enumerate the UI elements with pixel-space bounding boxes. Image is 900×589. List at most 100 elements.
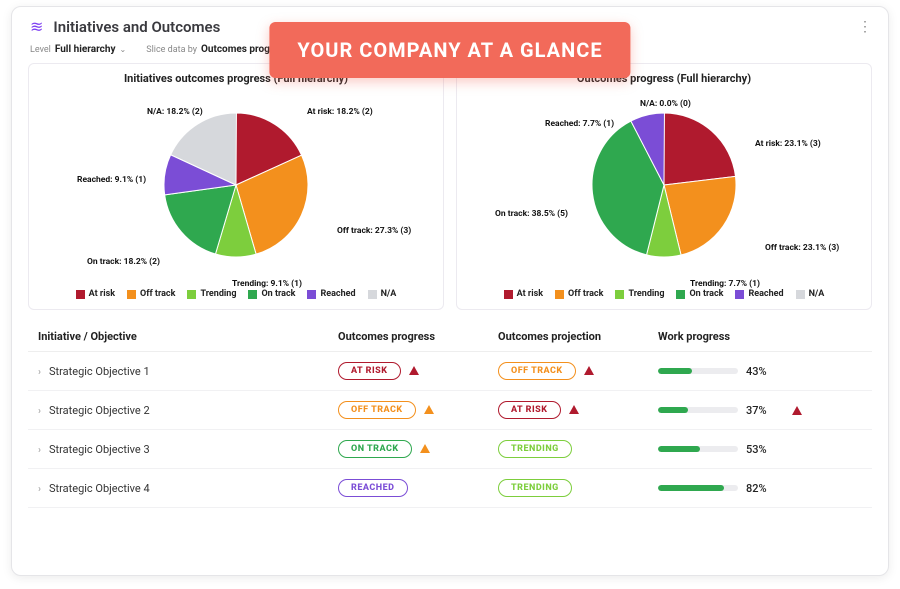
slice-label-trending: Trending: 7.7% (1) — [690, 279, 760, 289]
table-row: › Strategic Objective 4 REACHED TRENDING 82% — [28, 469, 872, 508]
outcomes-progress-pill[interactable]: REACHED — [338, 479, 408, 497]
objectives-table: Initiative / Objective Outcomes progress… — [28, 322, 872, 508]
col-header-progress: Outcomes progress — [338, 330, 498, 343]
level-filter-label: Level — [30, 45, 51, 55]
progress-percent: 43% — [746, 365, 776, 378]
outcomes-progress-pill[interactable]: OFF TRACK — [338, 401, 416, 419]
chart-legend: At risk Off track Trending On track Reached N… — [465, 289, 863, 299]
objective-name[interactable]: Strategic Objective 3 — [49, 443, 150, 456]
row-name-cell: › Strategic Objective 2 — [38, 404, 338, 417]
level-filter[interactable]: Level Full hierarchy ⌄ — [30, 44, 126, 55]
outcomes-projection-cell: TRENDING — [498, 440, 658, 458]
legend-swatch — [307, 290, 316, 299]
legend-label: Trending — [200, 289, 236, 299]
outcomes-progress-cell: REACHED — [338, 479, 498, 497]
col-header-work: Work progress — [658, 330, 862, 343]
legend-label: At risk — [89, 289, 115, 299]
legend-label: On track — [261, 289, 295, 299]
legend-item-on_track[interactable]: On track — [248, 289, 295, 299]
promo-banner: YOUR COMPANY AT A GLANCE — [269, 22, 630, 78]
legend-swatch — [76, 290, 85, 299]
progress-bar — [658, 368, 738, 374]
legend-label: At risk — [517, 289, 543, 299]
progress-percent: 53% — [746, 443, 776, 456]
table-row: ›Strategic Objective 2OFF TRACKAT RISK37… — [28, 391, 872, 430]
expand-icon[interactable]: › — [38, 367, 41, 378]
outcomes-progress-pill[interactable]: AT RISK — [338, 362, 401, 380]
legend-label: N/A — [809, 289, 825, 299]
legend-item-off_track[interactable]: Off track — [555, 289, 603, 299]
row-name-cell: › Strategic Objective 1 — [38, 365, 338, 378]
legend-label: Reached — [748, 289, 783, 299]
progress-fill — [658, 368, 692, 374]
warning-icon — [584, 366, 594, 375]
objective-name[interactable]: Strategic Objective 1 — [49, 365, 150, 378]
legend-label: Off track — [568, 289, 603, 299]
slice-label-off_track: Off track: 23.1% (3) — [765, 243, 839, 253]
chevron-down-icon: ⌄ — [120, 45, 127, 54]
outcomes-projection-pill[interactable]: TRENDING — [498, 440, 572, 458]
row-name-cell: › Strategic Objective 3 — [38, 443, 338, 456]
legend-item-on_track[interactable]: On track — [676, 289, 723, 299]
progress-fill — [658, 446, 700, 452]
progress-bar — [658, 407, 738, 413]
outcomes-projection-cell: AT RISK — [498, 401, 658, 419]
legend-swatch — [615, 290, 624, 299]
slice-label-reached: Reached: 7.7% (1) — [545, 119, 614, 129]
slice-label-na: N/A: 0.0% (0) — [640, 99, 691, 109]
outcomes-progress-cell: ON TRACK — [338, 440, 498, 458]
legend-swatch — [555, 290, 564, 299]
outcomes-projection-cell: TRENDING — [498, 479, 658, 497]
progress-percent: 82% — [746, 482, 776, 495]
pie-slice-at_risk[interactable] — [664, 113, 735, 185]
table-row: › Strategic Objective 1 AT RISK OFF TRACK 43… — [28, 352, 872, 391]
outcomes-projection-cell: OFF TRACK — [498, 362, 658, 380]
table-row: › Strategic Objective 3 ON TRACK TRENDING 53… — [28, 430, 872, 469]
objective-name[interactable]: Strategic Objective 2 — [49, 404, 150, 417]
chart-initiatives: Initiatives outcomes progress (Full hier… — [28, 63, 444, 310]
legend-item-na[interactable]: N/A — [796, 289, 825, 299]
expand-icon[interactable]: › — [38, 406, 41, 417]
slice-label-at_risk: At risk: 18.2% (2) — [307, 107, 373, 117]
outcomes-progress-cell: OFF TRACK — [338, 401, 498, 419]
chart-legend: At risk Off track Trending On track Reached N… — [37, 289, 435, 299]
col-header-projection: Outcomes projection — [498, 330, 658, 343]
progress-fill — [658, 407, 688, 413]
legend-swatch — [127, 290, 136, 299]
outcomes-projection-pill[interactable]: AT RISK — [498, 401, 561, 419]
legend-item-at_risk[interactable]: At risk — [76, 289, 115, 299]
slice-label-at_risk: At risk: 23.1% (3) — [755, 139, 821, 149]
legend-item-na[interactable]: N/A — [368, 289, 397, 299]
expand-icon[interactable]: › — [38, 445, 41, 456]
outcomes-projection-pill[interactable]: OFF TRACK — [498, 362, 576, 380]
legend-item-reached[interactable]: Reached — [735, 289, 783, 299]
legend-swatch — [504, 290, 513, 299]
legend-item-trending[interactable]: Trending — [615, 289, 664, 299]
warning-icon — [409, 366, 419, 375]
legend-item-off_track[interactable]: Off track — [127, 289, 175, 299]
legend-label: On track — [689, 289, 723, 299]
more-menu-icon[interactable]: ⋮ — [858, 19, 872, 35]
expand-icon[interactable]: › — [38, 484, 41, 495]
work-progress-cell: 43% — [658, 365, 862, 378]
slice-filter-label: Slice data by — [146, 45, 197, 55]
legend-swatch — [187, 290, 196, 299]
slice-label-on_track: On track: 18.2% (2) — [87, 257, 160, 267]
progress-bar — [658, 446, 738, 452]
logo-icon: ≋ — [30, 17, 43, 36]
legend-item-reached[interactable]: Reached — [307, 289, 355, 299]
chart-outcomes: Outcomes progress (Full hierarchy) At ri… — [456, 63, 872, 310]
progress-fill — [658, 485, 724, 491]
slice-label-on_track: On track: 38.5% (5) — [495, 209, 568, 219]
legend-label: N/A — [381, 289, 397, 299]
legend-swatch — [735, 290, 744, 299]
progress-bar — [658, 485, 738, 491]
legend-item-trending[interactable]: Trending — [187, 289, 236, 299]
outcomes-progress-pill[interactable]: ON TRACK — [338, 440, 412, 458]
legend-swatch — [796, 290, 805, 299]
table-header: Initiative / Objective Outcomes progress… — [28, 322, 872, 352]
outcomes-projection-pill[interactable]: TRENDING — [498, 479, 572, 497]
objective-name[interactable]: Strategic Objective 4 — [49, 482, 150, 495]
table-body: › Strategic Objective 1 AT RISK OFF TRACK 43… — [28, 352, 872, 508]
legend-item-at_risk[interactable]: At risk — [504, 289, 543, 299]
